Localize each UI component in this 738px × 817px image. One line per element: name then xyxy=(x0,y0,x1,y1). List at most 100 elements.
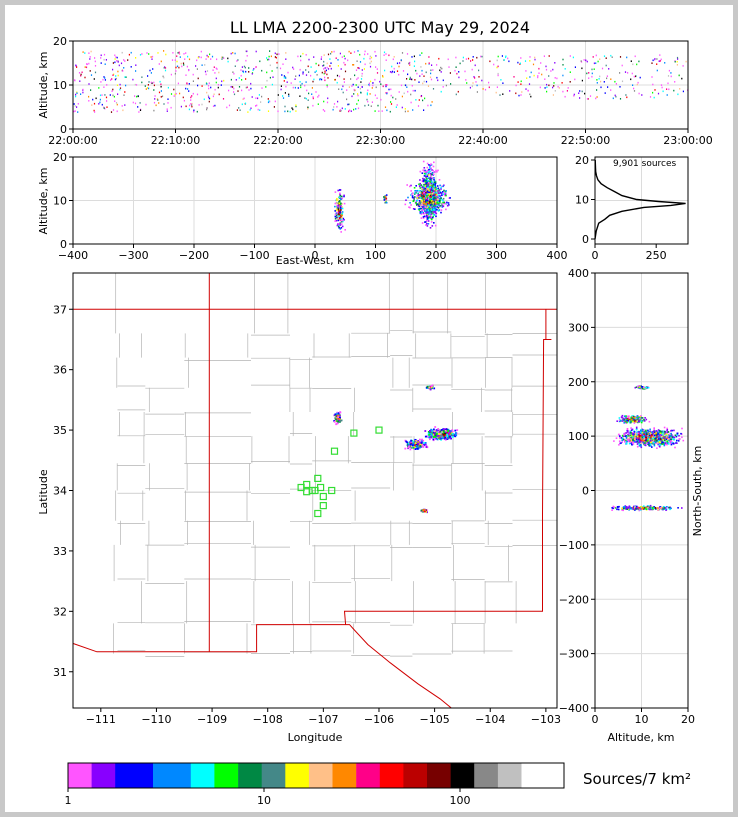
source-point xyxy=(84,52,86,54)
source-point xyxy=(359,53,361,56)
source-point xyxy=(435,437,437,440)
source-point xyxy=(637,506,639,509)
source-point xyxy=(426,225,429,227)
source-point xyxy=(437,434,440,437)
source-point xyxy=(237,90,239,92)
source-point xyxy=(612,507,614,510)
source-point xyxy=(357,93,359,95)
source-point xyxy=(617,506,619,509)
source-point xyxy=(89,70,91,72)
source-point xyxy=(361,69,363,71)
source-point xyxy=(619,435,621,437)
source-point xyxy=(421,438,423,441)
source-point xyxy=(340,202,342,205)
source-point xyxy=(634,55,636,58)
source-point xyxy=(340,227,343,229)
source-point xyxy=(552,86,554,89)
source-point xyxy=(432,215,434,218)
source-point xyxy=(333,106,335,108)
source-point xyxy=(355,69,358,71)
source-point xyxy=(305,69,307,71)
source-point xyxy=(329,58,331,60)
source-point xyxy=(615,83,617,85)
source-point xyxy=(620,416,623,418)
source-point xyxy=(427,104,429,107)
source-point xyxy=(410,184,412,187)
source-point xyxy=(680,432,682,435)
source-point xyxy=(419,170,422,173)
source-point xyxy=(443,434,445,437)
source-point xyxy=(317,103,319,105)
source-point xyxy=(633,87,635,90)
source-point xyxy=(634,437,636,439)
source-point xyxy=(668,433,671,436)
source-point xyxy=(163,76,165,79)
source-point xyxy=(329,65,331,67)
source-point xyxy=(634,432,637,435)
source-point xyxy=(676,434,679,436)
source-point xyxy=(409,78,412,80)
source-point xyxy=(640,431,642,433)
source-point xyxy=(340,207,342,209)
source-point xyxy=(420,207,423,210)
source-point xyxy=(88,62,90,65)
source-point xyxy=(433,222,435,224)
source-point xyxy=(196,93,199,96)
source-point xyxy=(420,509,423,512)
source-point xyxy=(441,194,443,197)
source-point xyxy=(344,70,347,73)
source-point xyxy=(428,56,430,58)
source-point xyxy=(427,188,429,190)
source-point xyxy=(673,89,675,92)
source-point xyxy=(183,99,185,102)
source-point xyxy=(434,224,437,227)
source-point xyxy=(99,101,101,104)
source-point xyxy=(653,507,655,509)
source-point xyxy=(364,104,366,107)
source-point xyxy=(592,56,594,58)
source-point xyxy=(435,203,437,205)
source-point xyxy=(258,94,260,96)
source-point xyxy=(334,202,337,205)
source-point xyxy=(446,201,448,204)
source-point xyxy=(179,92,181,95)
source-point xyxy=(431,177,434,179)
source-point xyxy=(420,95,422,98)
source-point xyxy=(175,66,177,69)
source-point xyxy=(418,209,421,211)
source-point xyxy=(423,193,425,196)
source-point xyxy=(415,192,417,194)
source-point xyxy=(236,109,238,111)
source-point xyxy=(427,201,429,204)
source-point xyxy=(518,94,520,97)
source-point xyxy=(561,82,563,84)
source-point xyxy=(406,78,408,80)
source-point xyxy=(190,99,192,101)
source-point xyxy=(626,508,629,510)
source-point xyxy=(94,71,97,74)
source-point xyxy=(627,415,629,418)
source-point xyxy=(420,197,423,200)
source-point xyxy=(416,190,418,192)
source-point xyxy=(188,90,190,92)
source-point xyxy=(339,224,342,226)
source-point xyxy=(353,51,356,53)
source-point xyxy=(574,78,576,81)
source-point xyxy=(423,185,426,187)
source-point xyxy=(656,63,658,65)
source-point xyxy=(101,94,103,96)
source-point xyxy=(644,439,646,441)
source-point xyxy=(455,56,457,59)
source-point xyxy=(654,58,656,60)
source-point xyxy=(338,227,340,229)
source-point xyxy=(530,71,532,74)
source-point xyxy=(431,64,433,66)
source-point xyxy=(430,211,432,213)
lat-tick-label: 31 xyxy=(53,666,67,679)
source-point xyxy=(280,88,282,91)
source-point xyxy=(288,93,290,96)
hist-y-tick-label: 20 xyxy=(575,154,589,167)
source-point xyxy=(656,58,658,60)
source-point xyxy=(418,445,420,448)
source-point xyxy=(589,95,592,97)
